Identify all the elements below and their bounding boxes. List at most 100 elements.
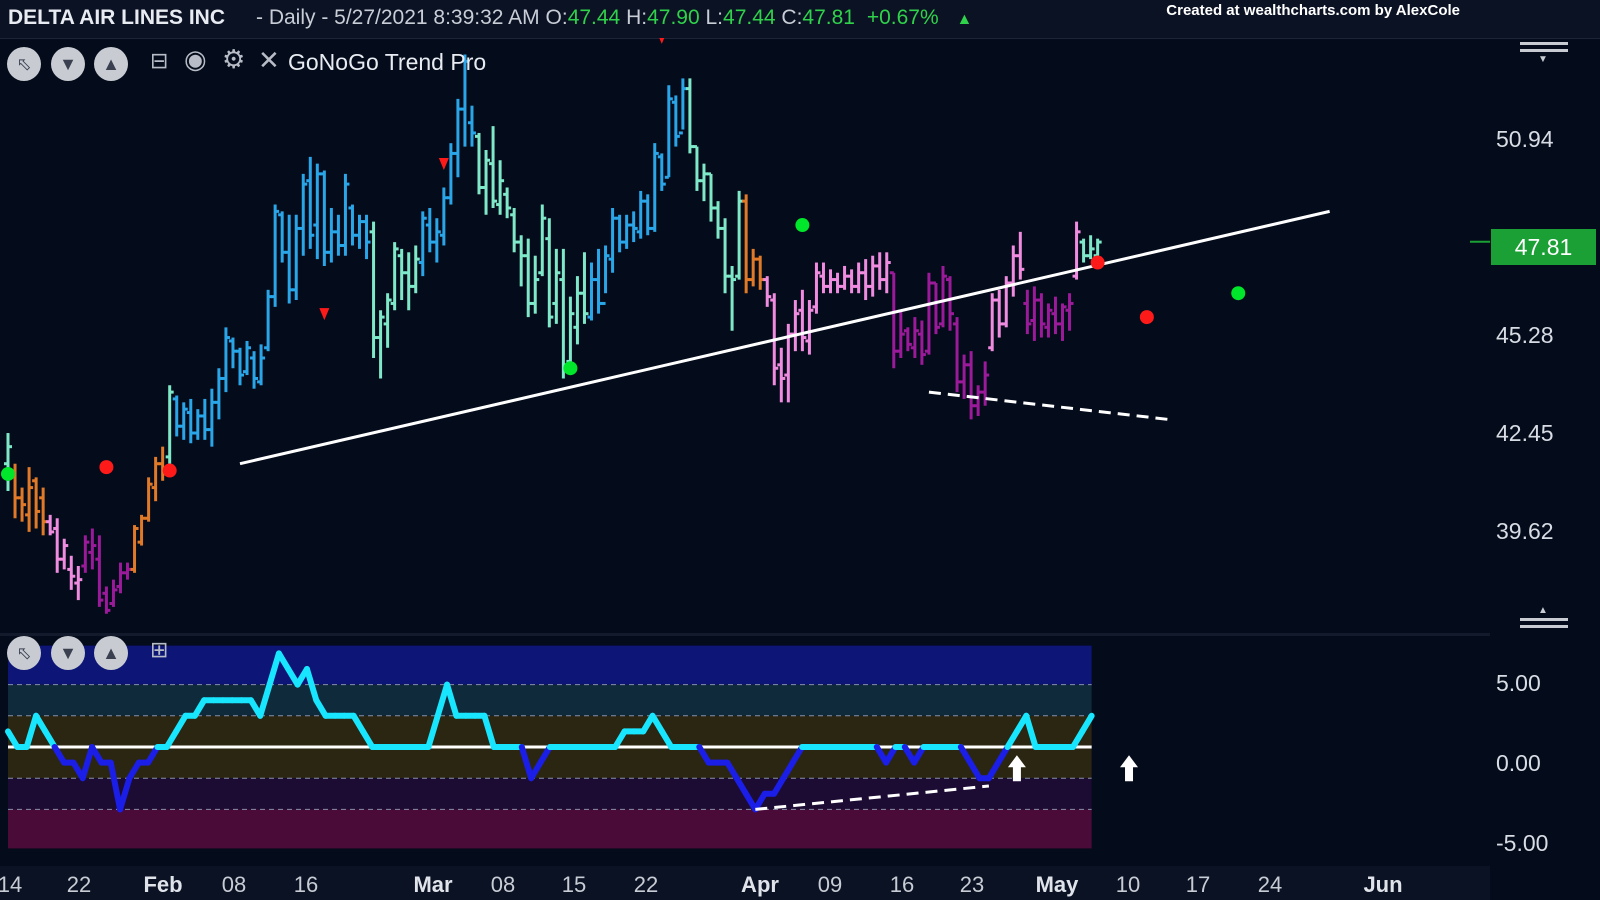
oscillator-segment — [350, 712, 366, 735]
ohlc-bar — [622, 214, 631, 249]
oscillator-segment — [789, 744, 806, 766]
credit-text: Created at wealthcharts.com by AlexCole — [1166, 2, 1460, 19]
oscillator-segment — [658, 728, 675, 750]
ohlc-bar — [840, 265, 849, 290]
ohlc-bar — [453, 98, 462, 178]
menu-icon[interactable]: ▼ — [1520, 40, 1570, 65]
ohlc-bar — [580, 252, 589, 324]
ohlc-bar — [144, 477, 153, 522]
close-label: C: — [781, 6, 803, 29]
ohlc-bar — [503, 187, 512, 219]
up-arrow-icon[interactable]: ▲ — [94, 636, 128, 670]
ohlc-bar — [967, 351, 976, 420]
oscillator-segment — [649, 712, 665, 735]
ohlc-bar — [510, 207, 519, 253]
ohlc-bar — [432, 218, 441, 263]
sell-signal-triangle — [438, 158, 449, 171]
gear-icon[interactable]: ⚙ — [222, 44, 246, 74]
ohlc-bar — [1016, 231, 1025, 280]
oscillator-segment — [117, 775, 133, 813]
ohlc-bar — [924, 272, 933, 355]
oscillator-chart[interactable] — [0, 636, 1490, 866]
oscillator-segment — [33, 712, 49, 735]
nogo-signal-dot — [99, 460, 114, 475]
ohlc-bar — [650, 143, 659, 232]
go-signal-dot — [1231, 286, 1246, 301]
ohlc-bar — [172, 395, 181, 437]
down-arrow-icon[interactable]: ▼ — [51, 47, 85, 81]
ohlc-bar — [608, 207, 617, 273]
panel-divider[interactable] — [0, 633, 1490, 636]
collapse-icon[interactable]: ⬁ — [7, 636, 41, 670]
ohlc-bar — [355, 214, 364, 249]
ohlc-bar — [151, 456, 160, 502]
ohlc-bar — [742, 194, 751, 294]
ohlc-bar — [475, 132, 484, 195]
ohlc-bar — [292, 214, 301, 301]
ohlc-bar — [805, 300, 814, 355]
ohlc-bar — [1009, 245, 1018, 297]
up-triangle-icon: ▲ — [956, 11, 973, 28]
ohlc-bar — [573, 276, 582, 345]
oscillator-segment — [257, 681, 273, 719]
oscillator-segment — [23, 712, 40, 750]
ohlc-bar — [285, 214, 294, 304]
go-signal-dot — [1, 466, 15, 481]
ohlc-bar — [615, 214, 624, 253]
ohlc-bar — [397, 248, 406, 301]
ohlc-bar — [1079, 238, 1088, 263]
x-tick-label: 22 — [66, 872, 92, 897]
ohlc-bar — [137, 514, 146, 546]
ohlc-bar — [903, 327, 912, 352]
symbol-name: DELTA AIR LINES INC — [8, 6, 225, 29]
indicator-name: GoNoGo Trend Pro — [288, 49, 487, 75]
ohlc-bar — [4, 433, 12, 491]
ohlc-bar — [418, 211, 427, 277]
ohlc-bar — [847, 269, 856, 294]
ohlc-bar — [875, 252, 884, 290]
price-tick-label: 42.45 — [1496, 420, 1554, 446]
oscillator-segment — [1004, 728, 1020, 750]
sell-signal-triangle — [659, 38, 665, 44]
price-tick-label: 45.28 — [1496, 322, 1554, 348]
oscillator-segment — [173, 712, 189, 735]
ohlc-bar — [882, 252, 891, 294]
ohlc-bar — [517, 235, 526, 287]
price-chart[interactable] — [0, 38, 1490, 633]
x-tick-label: 08 — [221, 872, 247, 897]
ohlc-bar — [1023, 289, 1032, 335]
high-value: 47.90 — [647, 6, 700, 29]
ohlc-bar — [854, 262, 863, 294]
ohlc-bar — [102, 586, 111, 614]
ohlc-bar — [1051, 296, 1060, 335]
ohlc-bar — [228, 337, 237, 369]
oscillator-segment — [724, 759, 740, 782]
collapse-icon[interactable]: ⬁ — [7, 47, 41, 81]
ohlc-bar — [643, 194, 652, 236]
minimize-icon[interactable]: ⊟ — [150, 48, 169, 73]
ohlc-bar — [995, 289, 1004, 338]
ohlc-bar — [116, 562, 125, 594]
ohlc-bar — [735, 190, 744, 280]
ohlc-bar — [1002, 276, 1011, 328]
up-arrow-icon[interactable]: ▲ — [94, 47, 128, 81]
oscillator-segment — [5, 728, 21, 750]
ohlc-bar — [123, 562, 132, 580]
x-tick-label: 08 — [490, 872, 516, 897]
ohlc-bar — [545, 218, 554, 328]
down-arrow-icon[interactable]: ▼ — [51, 636, 85, 670]
menu-icon[interactable]: ▲ — [1520, 605, 1570, 629]
close-icon[interactable]: ✕ — [258, 45, 280, 75]
eye-icon[interactable]: ◉ — [184, 44, 207, 74]
ohlc-bar — [678, 78, 687, 135]
up-arrow-signal-icon — [1120, 755, 1139, 782]
add-icon[interactable]: ⊞ — [150, 637, 169, 662]
oscillator-segment — [612, 728, 628, 750]
oscillator-segment — [537, 744, 553, 766]
oscillator-segment — [696, 744, 712, 766]
ohlc-bar — [320, 170, 329, 266]
ohlc-bar — [981, 361, 990, 406]
ohlc-bar — [833, 272, 842, 294]
oscillator-segment — [733, 775, 750, 797]
ohlc-bar — [25, 467, 34, 532]
